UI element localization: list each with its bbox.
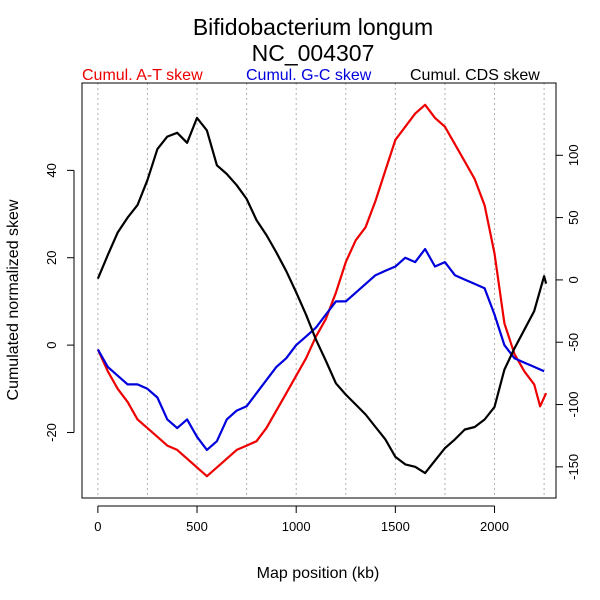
x-tick-label: 0 [94, 519, 101, 534]
x-tick-label: 2000 [480, 519, 509, 534]
grid [97, 83, 545, 498]
y-tick-label-right: -100 [566, 392, 581, 418]
y-tick-label-right: 50 [566, 210, 581, 224]
series-line-at-skew [96, 103, 548, 478]
y-tick-label-right: -50 [566, 333, 581, 352]
x-tick-label: 500 [186, 519, 208, 534]
x-tick-label: 1500 [381, 519, 410, 534]
axes: 0 500 1000 1500 2000 -20 0 20 40 -150 -100 -50 0 50 10… [44, 144, 581, 534]
series-line-cds-skew [96, 116, 548, 475]
y-tick-label-right: 100 [566, 144, 581, 166]
chart-title: Bifidobacterium longum [193, 14, 433, 40]
legend-at-skew: Cumul. A-T skew [82, 67, 203, 84]
y-tick-label-left: -20 [44, 423, 59, 442]
y-tick-label-left: 40 [44, 163, 59, 177]
y-tick-label-left: 0 [44, 341, 59, 348]
chart-subtitle: NC_004307 [252, 40, 375, 66]
series-group [96, 103, 548, 478]
x-tick-label: 1000 [282, 519, 311, 534]
y-axis-label-left: Cumulated normalized skew [5, 199, 22, 400]
x-axis-label: Map position (kb) [257, 565, 380, 582]
y-tick-label-right: 0 [566, 276, 581, 283]
legend-gc-skew: Cumul. G-C skew [246, 67, 372, 84]
y-tick-label-left: 20 [44, 251, 59, 265]
y-tick-label-right: -150 [566, 454, 581, 480]
legend-cds-skew: Cumul. CDS skew [410, 67, 540, 84]
series-line-gc-skew [96, 247, 545, 451]
